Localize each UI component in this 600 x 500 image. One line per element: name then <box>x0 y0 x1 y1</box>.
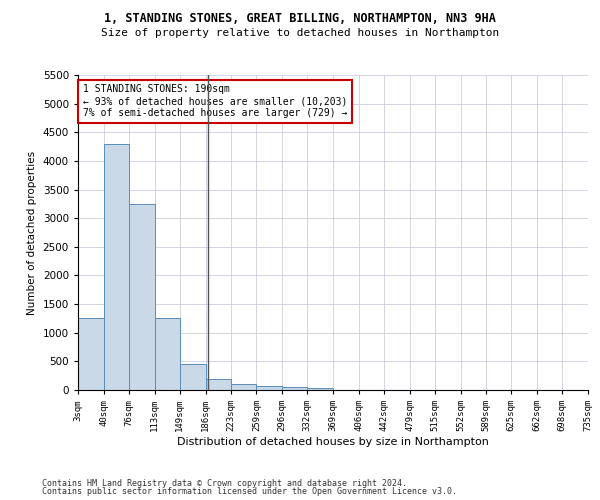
Bar <box>231 384 256 390</box>
Bar <box>307 388 333 390</box>
Bar <box>180 364 205 390</box>
Bar <box>205 378 231 390</box>
Bar <box>256 386 282 390</box>
Bar <box>155 318 180 390</box>
Y-axis label: Number of detached properties: Number of detached properties <box>27 150 37 314</box>
Text: Size of property relative to detached houses in Northampton: Size of property relative to detached ho… <box>101 28 499 38</box>
Text: 1, STANDING STONES, GREAT BILLING, NORTHAMPTON, NN3 9HA: 1, STANDING STONES, GREAT BILLING, NORTH… <box>104 12 496 26</box>
Text: Contains HM Land Registry data © Crown copyright and database right 2024.: Contains HM Land Registry data © Crown c… <box>42 478 407 488</box>
Text: Contains public sector information licensed under the Open Government Licence v3: Contains public sector information licen… <box>42 487 457 496</box>
Bar <box>282 387 307 390</box>
X-axis label: Distribution of detached houses by size in Northampton: Distribution of detached houses by size … <box>177 437 489 447</box>
Bar <box>104 144 129 390</box>
Text: 1 STANDING STONES: 190sqm
← 93% of detached houses are smaller (10,203)
7% of se: 1 STANDING STONES: 190sqm ← 93% of detac… <box>83 84 347 117</box>
Bar <box>129 204 155 390</box>
Bar <box>78 318 104 390</box>
